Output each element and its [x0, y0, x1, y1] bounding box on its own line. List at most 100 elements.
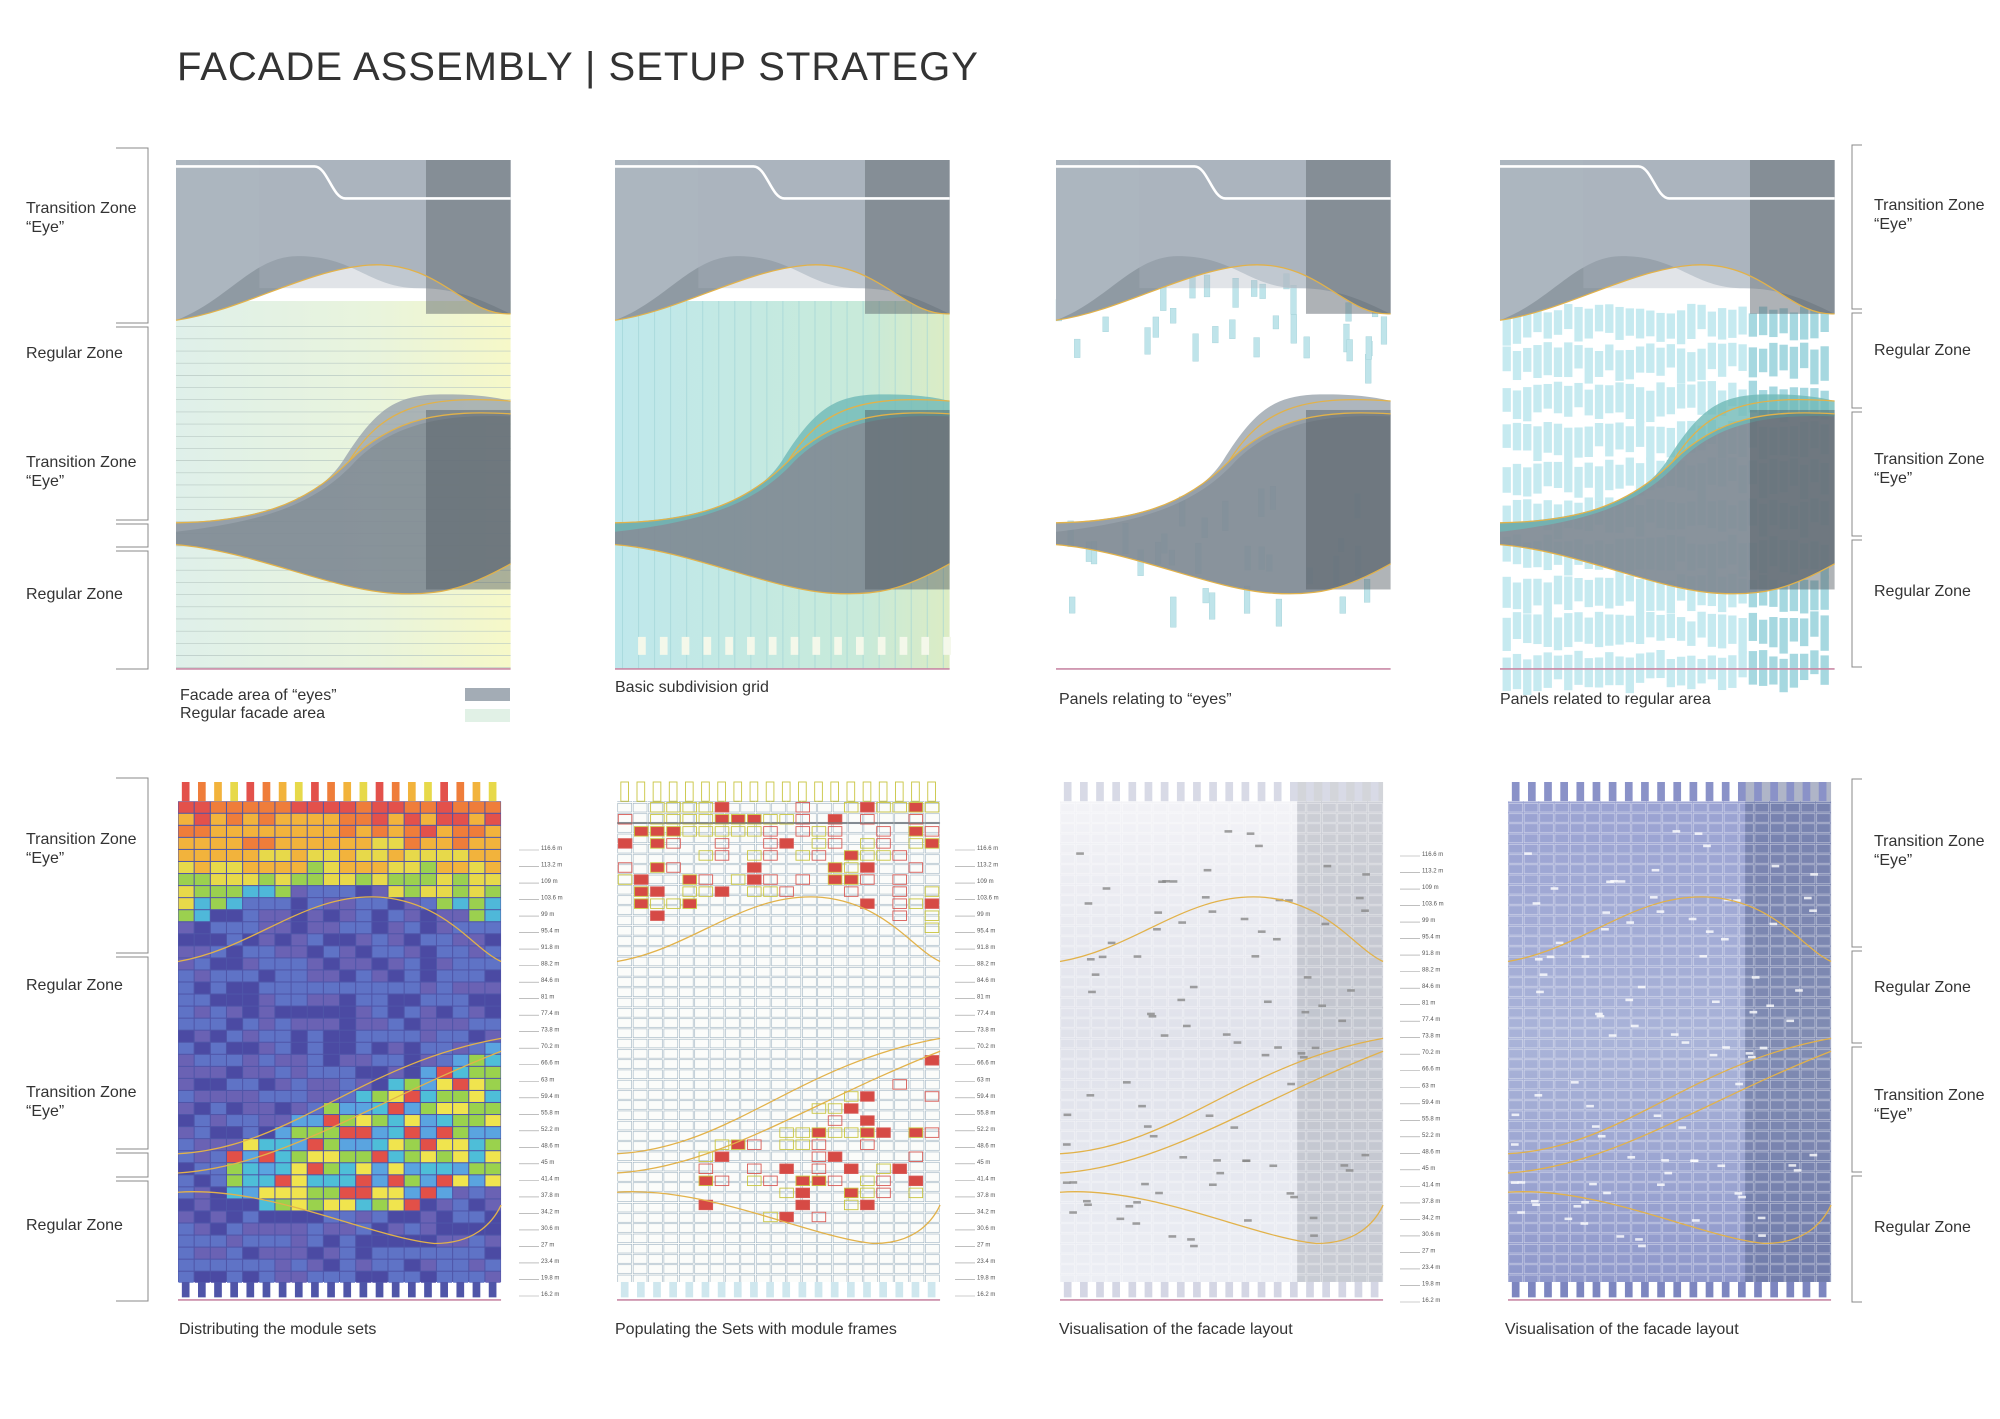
module-tab — [1592, 782, 1601, 802]
module-frame — [666, 898, 681, 909]
module-cell — [259, 898, 275, 910]
module-cell — [404, 801, 420, 813]
panel — [1656, 650, 1665, 679]
module-cell — [420, 1006, 436, 1018]
panel — [1574, 306, 1583, 342]
module-tab — [1527, 782, 1536, 802]
glazing-dash — [1169, 880, 1178, 883]
glazing-dash — [1747, 1055, 1756, 1059]
module-tab — [1241, 782, 1250, 802]
elevation-label: 41.4 m — [1422, 1182, 1440, 1188]
panel — [1779, 582, 1788, 612]
module-frame — [860, 838, 875, 849]
module-cell — [420, 1103, 436, 1115]
panel — [1810, 650, 1819, 675]
glazing-dash — [1555, 941, 1564, 945]
module-cell — [436, 1235, 453, 1247]
module-cell — [420, 1187, 436, 1199]
module-frame — [779, 1211, 794, 1223]
panel — [1820, 655, 1829, 685]
zone-label: Regular Zone — [26, 586, 123, 603]
elevation-label: 59.4 m — [541, 1094, 559, 1100]
module-cell — [453, 994, 469, 1006]
module-tab — [620, 1281, 629, 1298]
panel — [1553, 655, 1563, 680]
module-cell — [340, 1175, 356, 1187]
module-cell — [485, 886, 501, 898]
module-frame — [827, 1127, 843, 1138]
module-cell — [340, 1211, 356, 1223]
panel-caption: Visualisation of the facade layout — [1505, 1321, 1739, 1338]
elevation-label: 103.6 m — [1422, 902, 1444, 908]
module-cell — [469, 1042, 485, 1054]
module-cell — [453, 1103, 469, 1115]
glazing-dash — [1107, 941, 1116, 945]
module-cell — [259, 1199, 275, 1211]
module-cell — [291, 922, 307, 934]
module-cell — [307, 1271, 323, 1283]
panel — [1553, 461, 1563, 488]
panel — [1533, 541, 1542, 568]
elevation-label: 37.8 m — [1422, 1199, 1440, 1205]
module-cell — [356, 1187, 372, 1199]
module-frame — [843, 886, 859, 897]
module-cell — [323, 1018, 340, 1030]
glazing-dash — [1182, 1024, 1191, 1028]
module-tab — [1209, 782, 1217, 802]
module-cell — [210, 1066, 226, 1078]
module-cell — [356, 946, 372, 958]
panel — [1209, 592, 1216, 620]
module-tab — [1705, 1281, 1714, 1298]
module-tab — [911, 781, 920, 802]
module-cell — [259, 970, 275, 982]
panel — [1584, 579, 1593, 608]
panel — [1646, 426, 1655, 461]
module-cell — [323, 1259, 340, 1271]
module-cell — [372, 1151, 388, 1163]
module-cell — [291, 934, 307, 946]
glazing-dash — [1705, 930, 1714, 933]
module-frame — [698, 886, 714, 897]
dark-column — [864, 160, 950, 314]
module-tab — [1096, 782, 1104, 802]
module-tab — [1721, 1281, 1730, 1298]
module-cell — [420, 837, 436, 849]
module-cell — [194, 1066, 210, 1078]
eye-outline — [348, 399, 511, 462]
module-cell — [226, 861, 243, 874]
glazing-dash — [1793, 1169, 1802, 1172]
module-tab — [1063, 782, 1072, 802]
eye-area — [176, 412, 511, 594]
module-cell — [307, 825, 323, 837]
module-tab — [895, 1281, 904, 1298]
module-frame — [892, 910, 907, 921]
module-cell — [356, 1054, 372, 1066]
module-cell — [388, 994, 404, 1006]
module-frame — [666, 838, 681, 849]
module-cell — [356, 922, 372, 934]
module-cell — [194, 1199, 210, 1211]
module-tab — [733, 1281, 742, 1298]
panel — [1232, 278, 1239, 308]
panel — [1253, 337, 1260, 358]
panel — [1523, 308, 1532, 338]
module-frame — [795, 850, 811, 861]
elevation-label: 81 m — [1422, 1001, 1435, 1007]
elevation-label: 23.4 m — [977, 1259, 995, 1265]
module-cell — [307, 970, 323, 982]
module-tab — [878, 781, 888, 802]
elevation-label: 27 m — [541, 1242, 554, 1248]
module-cell — [453, 861, 469, 874]
module-cell — [178, 1223, 194, 1235]
module-cell — [436, 1247, 453, 1259]
glazing-dash — [1672, 830, 1681, 833]
module-frame — [730, 874, 746, 885]
module-cell — [275, 898, 291, 910]
module-cell — [469, 970, 485, 982]
elevation-label: 45 m — [977, 1160, 990, 1166]
panel — [1646, 390, 1655, 423]
module-cell — [469, 922, 485, 934]
module-cell — [323, 922, 340, 934]
module-cell — [420, 994, 436, 1006]
module-tab — [311, 1281, 319, 1298]
